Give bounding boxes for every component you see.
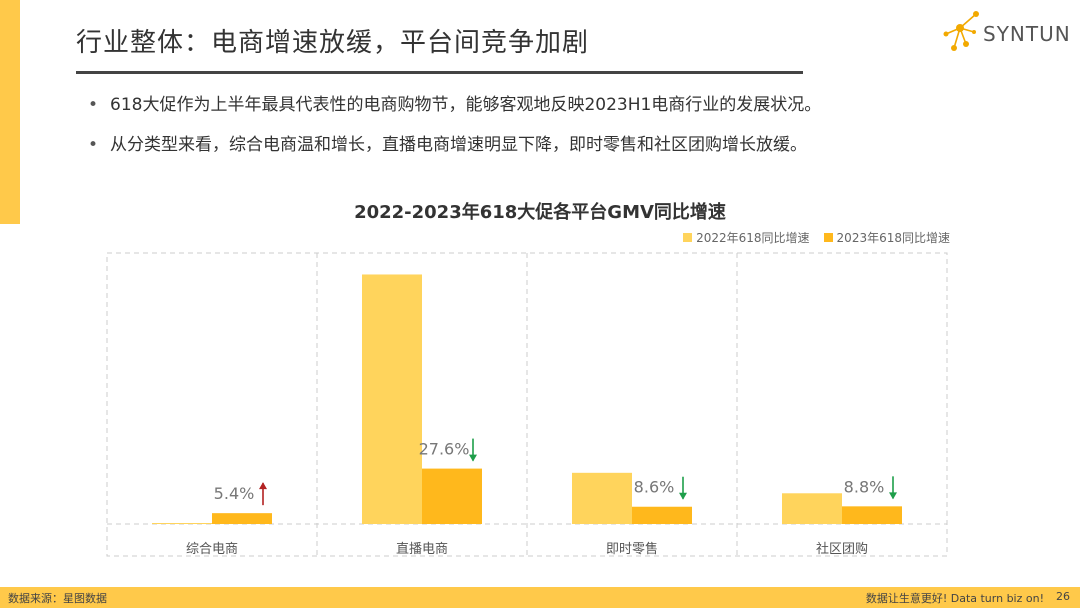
legend-swatch-2023 (823, 233, 833, 242)
page-number: 26 (1056, 590, 1070, 603)
syntun-logo-icon (943, 11, 979, 51)
data-label: 8.6% (634, 478, 675, 497)
page-title: 行业整体：电商增速放缓，平台间竞争加剧 (76, 28, 590, 58)
category-label: 社区团购 (816, 541, 868, 557)
chart-title: 2022-2023年618大促各平台GMV同比增速 (354, 202, 726, 223)
data-label: 27.6% (419, 440, 470, 459)
legend-label-2022: 2022年618同比增速 (696, 231, 810, 245)
bullet-item: 618大促作为上半年最具代表性的电商购物节，能够客观地反映2023H1电商行业的… (88, 92, 821, 132)
trend-down-arrow-icon (469, 438, 477, 462)
bar-2023 (212, 513, 272, 524)
plot-frame (106, 252, 948, 557)
bar-2023 (842, 506, 902, 524)
chart-legend: 2022年618同比增速 2023年618同比增速 (683, 229, 950, 246)
legend-item-2022: 2022年618同比增速 (683, 229, 810, 246)
bar-2022 (152, 523, 212, 524)
bar-2022 (782, 493, 842, 524)
trend-down-arrow-icon (679, 476, 687, 500)
data-label: 8.8% (844, 477, 885, 496)
left-accent-bar (0, 0, 20, 224)
data-label: 5.4% (214, 484, 255, 503)
trend-down-arrow-icon (889, 476, 897, 500)
footer-bar: 数据来源：星图数据 数据让生意更好! Data turn biz on! 26 (0, 587, 1080, 608)
legend-label-2023: 2023年618同比增速 (836, 231, 950, 245)
category-label: 直播电商 (396, 542, 448, 557)
category-label: 即时零售 (606, 541, 658, 557)
category-label: 综合电商 (186, 542, 238, 557)
logo-text: SYNTUN (983, 22, 1071, 46)
bullet-item: 从分类型来看，综合电商温和增长，直播电商增速明显下降，即时零售和社区团购增长放缓… (88, 132, 821, 172)
bar-2023 (422, 468, 482, 524)
bar-2022 (572, 472, 632, 524)
bar-2023 (632, 506, 692, 524)
legend-swatch-2022 (683, 233, 693, 242)
footer-slogan: 数据让生意更好! Data turn biz on! (865, 592, 1044, 605)
legend-item-2023: 2023年618同比增速 (823, 229, 950, 246)
trend-up-arrow-icon (259, 482, 267, 506)
footer-source: 数据来源：星图数据 (8, 592, 107, 605)
bar-2022 (362, 274, 422, 524)
bullet-list: 618大促作为上半年最具代表性的电商购物节，能够客观地反映2023H1电商行业的… (88, 92, 821, 172)
title-underline (76, 71, 803, 74)
